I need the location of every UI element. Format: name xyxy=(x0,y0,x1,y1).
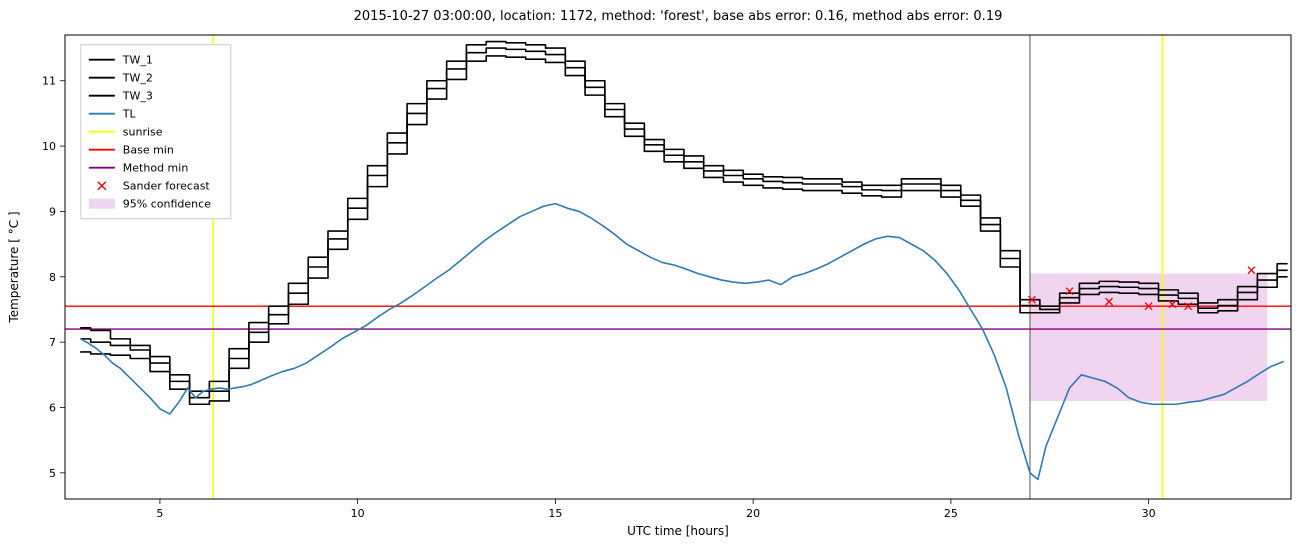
x-tick-label: 20 xyxy=(746,507,760,520)
chart-container: 5 10 15 20 25 30 5 6 7 8 9 10 11 UTC time [hours] Temp… xyxy=(0,0,1311,547)
temperature-forecast-chart: 5 10 15 20 25 30 5 6 7 8 9 10 11 UTC time [hours] Temp… xyxy=(0,0,1311,547)
legend-item-label: TL xyxy=(122,108,137,121)
x-tick-label: 15 xyxy=(548,507,562,520)
x-tick-label: 25 xyxy=(944,507,958,520)
legend-item-label: Base min xyxy=(123,144,174,157)
y-tick-label: 9 xyxy=(49,205,56,218)
x-tick-label: 30 xyxy=(1142,507,1156,520)
legend-item-label: 95% confidence xyxy=(123,198,211,211)
legend-item-label: Sander forecast xyxy=(123,180,211,193)
y-axis-label: Temperature [ °C ] xyxy=(7,211,21,323)
x-axis-label: UTC time [hours] xyxy=(627,524,729,538)
x-tick-label: 10 xyxy=(351,507,365,520)
legend-item-label: TW_1 xyxy=(122,54,153,67)
y-tick-label: 10 xyxy=(42,140,56,153)
legend-item-label: Method min xyxy=(123,162,189,175)
y-tick-label: 8 xyxy=(49,271,56,284)
y-tick-label: 6 xyxy=(49,402,56,415)
y-tick-label: 5 xyxy=(49,467,56,480)
legend-item-label: TW_3 xyxy=(122,90,153,103)
chart-title: 2015-10-27 03:00:00, location: 1172, met… xyxy=(354,9,1003,24)
y-tick-label: 11 xyxy=(42,75,56,88)
legend-item-label: sunrise xyxy=(123,126,163,139)
y-tick-label: 7 xyxy=(49,336,56,349)
legend-item-label: TW_2 xyxy=(122,72,153,85)
x-tick-label: 5 xyxy=(156,507,163,520)
legend: TW_1 TW_2 TW_3 TL sunrise Base min Method min S… xyxy=(81,45,231,219)
